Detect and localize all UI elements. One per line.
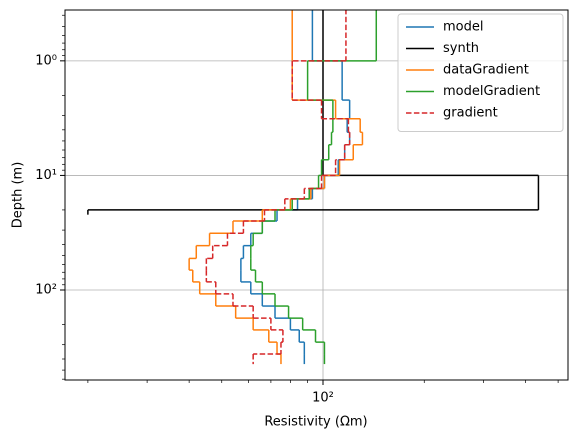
x-axis-label: Resistivity (Ωm) bbox=[264, 415, 367, 430]
legend-label: gradient bbox=[443, 106, 498, 121]
axes-frame bbox=[64, 9, 569, 381]
legend-label: synth bbox=[443, 41, 479, 56]
x-tick-label: 10² bbox=[312, 391, 334, 406]
legend-label: modelGradient bbox=[443, 84, 540, 99]
plot-area bbox=[87, 10, 540, 365]
y-tick-label: 10² bbox=[35, 283, 57, 298]
y-tick-label: 10¹ bbox=[35, 168, 57, 183]
y-axis-label: Depth (m) bbox=[11, 162, 26, 229]
legend-label: model bbox=[443, 20, 483, 35]
legend-label: dataGradient bbox=[443, 63, 529, 78]
ticks: 10² 10⁰ 10¹ 10² bbox=[35, 14, 559, 406]
legend: model synth dataGradient modelGradient gradi… bbox=[397, 13, 564, 132]
legend-box bbox=[397, 13, 564, 132]
y-tick-label: 10⁰ bbox=[35, 53, 57, 68]
